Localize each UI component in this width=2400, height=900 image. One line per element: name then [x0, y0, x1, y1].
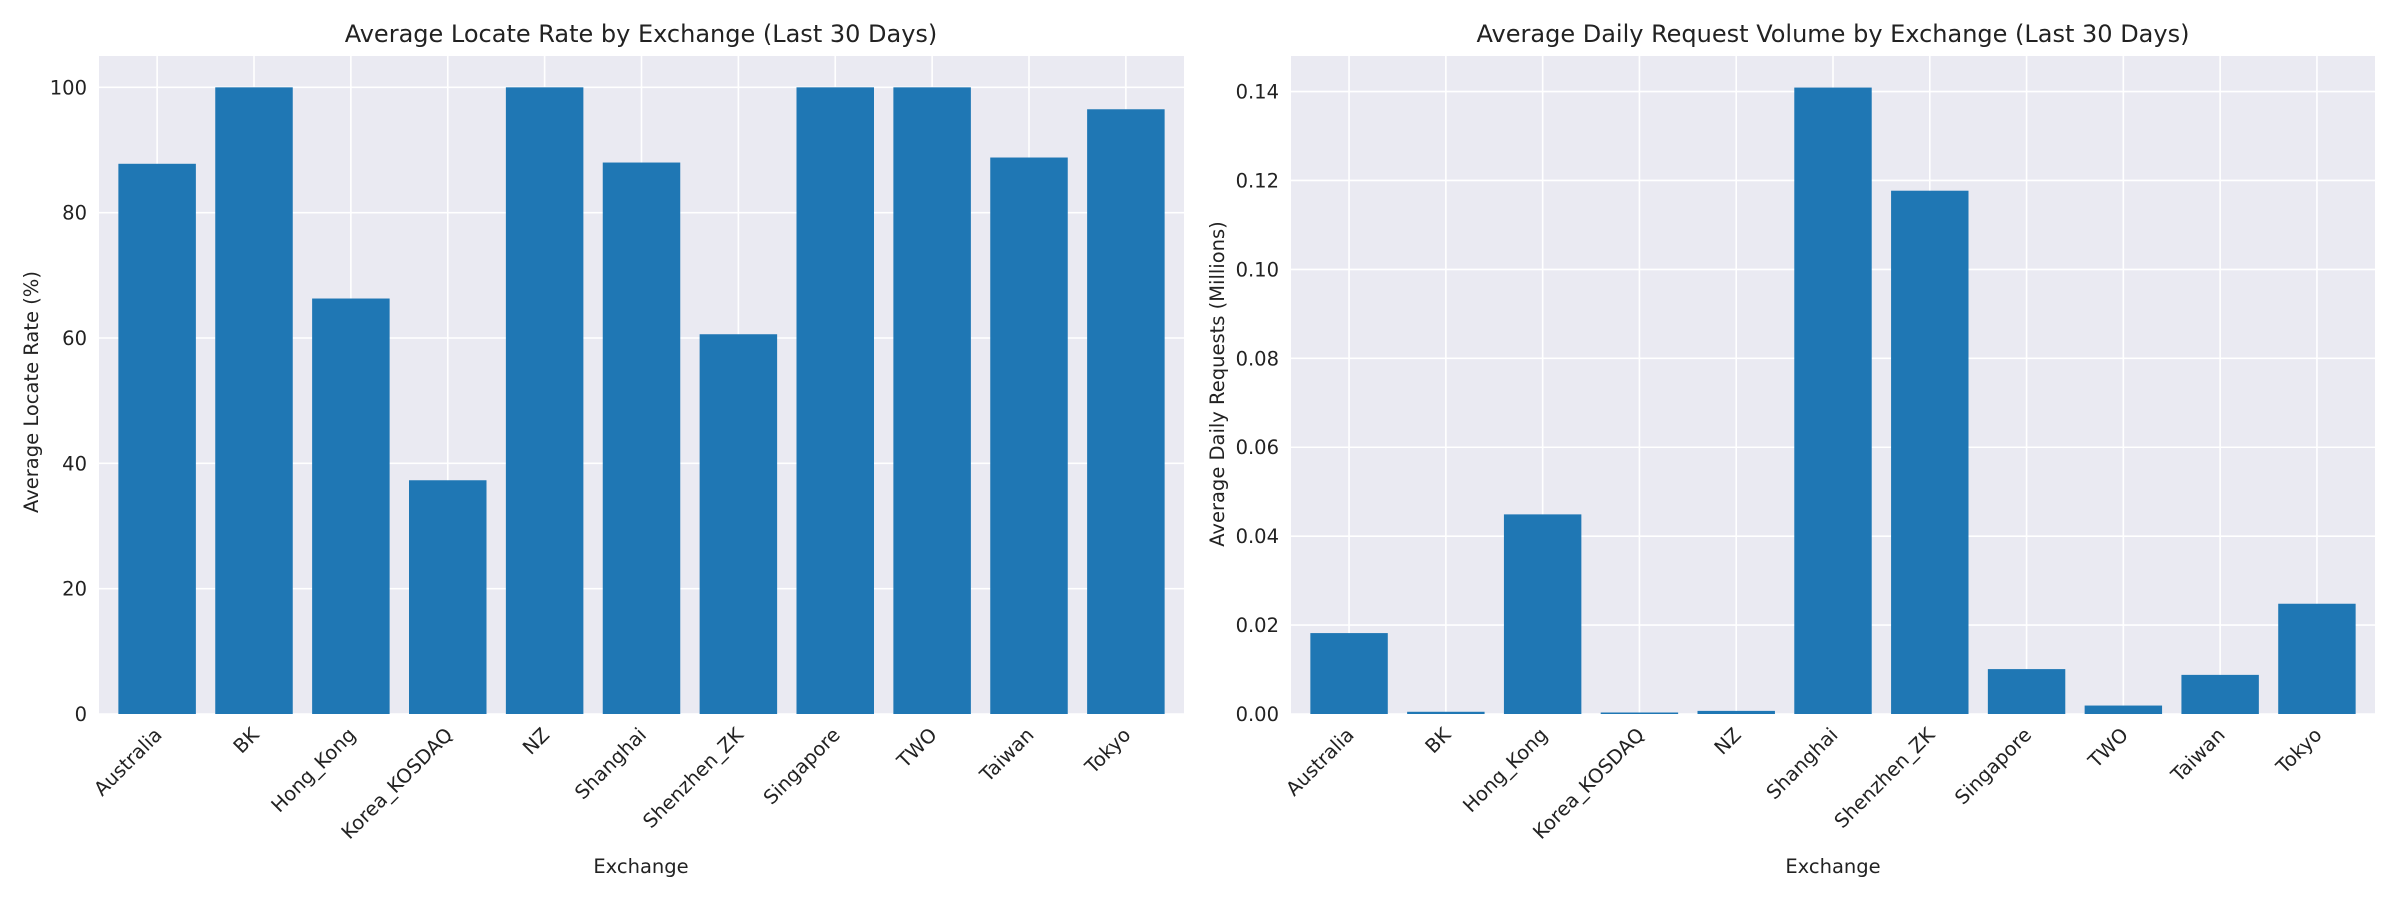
x-tick-label: Tokyo: [1080, 723, 1136, 779]
y-tick-label: 0.04: [1236, 525, 1279, 548]
x-tick-label: NZ: [1710, 723, 1746, 759]
x-tick-label: Taiwan: [2166, 723, 2230, 787]
bar: [215, 87, 293, 715]
x-tick-label: Singapore: [1950, 723, 2036, 809]
bar: [1891, 190, 1969, 714]
y-tick-label: 0.00: [1236, 703, 1279, 726]
y-tick-label: 0.08: [1236, 347, 1279, 370]
y-axis-label: Average Daily Requests (Millions): [1206, 221, 1229, 547]
bar: [1697, 710, 1775, 714]
y-tick-label: 0.14: [1236, 81, 1279, 104]
bar: [2278, 603, 2356, 714]
x-tick-label: Australia: [89, 723, 166, 800]
bar: [1310, 633, 1388, 714]
x-tick-label: TWO: [2083, 723, 2133, 773]
x-tick-label: Australia: [1281, 723, 1358, 800]
x-tick-label: Shanghai: [570, 723, 651, 804]
bar: [409, 480, 487, 714]
bar: [505, 87, 584, 715]
bar: [796, 87, 874, 715]
x-tick-label: Taiwan: [975, 723, 1039, 787]
bar: [1600, 712, 1679, 714]
bar: [699, 334, 778, 714]
x-tick-label: BK: [229, 722, 265, 758]
y-tick-label: 0.06: [1236, 436, 1279, 459]
bar: [1407, 711, 1485, 714]
x-tick-label: Shanghai: [1762, 723, 1843, 804]
bar: [1794, 87, 1872, 714]
chart-title: Average Locate Rate by Exchange (Last 30…: [345, 20, 938, 48]
y-tick-label: 60: [62, 327, 87, 350]
x-tick-label: NZ: [518, 723, 554, 759]
y-tick-label: 40: [62, 452, 87, 475]
x-tick-label: Hong_Kong: [267, 723, 361, 817]
y-tick-label: 0.12: [1236, 169, 1279, 192]
bar: [1987, 669, 2066, 714]
y-axis-label: Average Locate Rate (%): [20, 271, 43, 513]
y-tick-label: 0: [75, 703, 87, 726]
x-axis-label: Exchange: [593, 855, 688, 878]
y-tick-label: 20: [62, 578, 87, 601]
y-tick-label: 0.02: [1236, 614, 1279, 637]
plot-area: 0.00 0.02 0.04 0.06 0.08 0.10 0.12 0.14 Australi…: [1236, 56, 2375, 844]
x-tick-label: Singapore: [759, 723, 845, 809]
x-tick-label: Shenzhen_ZK: [1830, 722, 1940, 832]
y-tick-label: 100: [50, 76, 87, 99]
x-tick-label: Hong_Kong: [1458, 723, 1552, 817]
y-tick-label: 80: [62, 202, 87, 225]
bar: [118, 163, 196, 714]
x-axis-label: Exchange: [1785, 855, 1880, 878]
chart-title: Average Daily Request Volume by Exchange…: [1477, 20, 2190, 48]
bar: [1087, 109, 1165, 715]
x-tick-label: TWO: [892, 723, 942, 773]
bar: [2181, 674, 2259, 714]
bar: [602, 162, 681, 715]
x-tick-label: BK: [1421, 722, 1457, 758]
bar: [312, 298, 390, 714]
bar: [1503, 514, 1582, 714]
y-tick-label: 0.10: [1236, 258, 1279, 281]
request-volume-chart: 0.00 0.02 0.04 0.06 0.08 0.10 0.12 0.14 Australi…: [1206, 20, 2375, 878]
bar: [990, 157, 1068, 714]
x-tick-label: Tokyo: [2271, 723, 2327, 779]
x-tick-label: Shenzhen_ZK: [638, 722, 748, 832]
bar: [893, 87, 971, 715]
bar: [2084, 705, 2163, 714]
